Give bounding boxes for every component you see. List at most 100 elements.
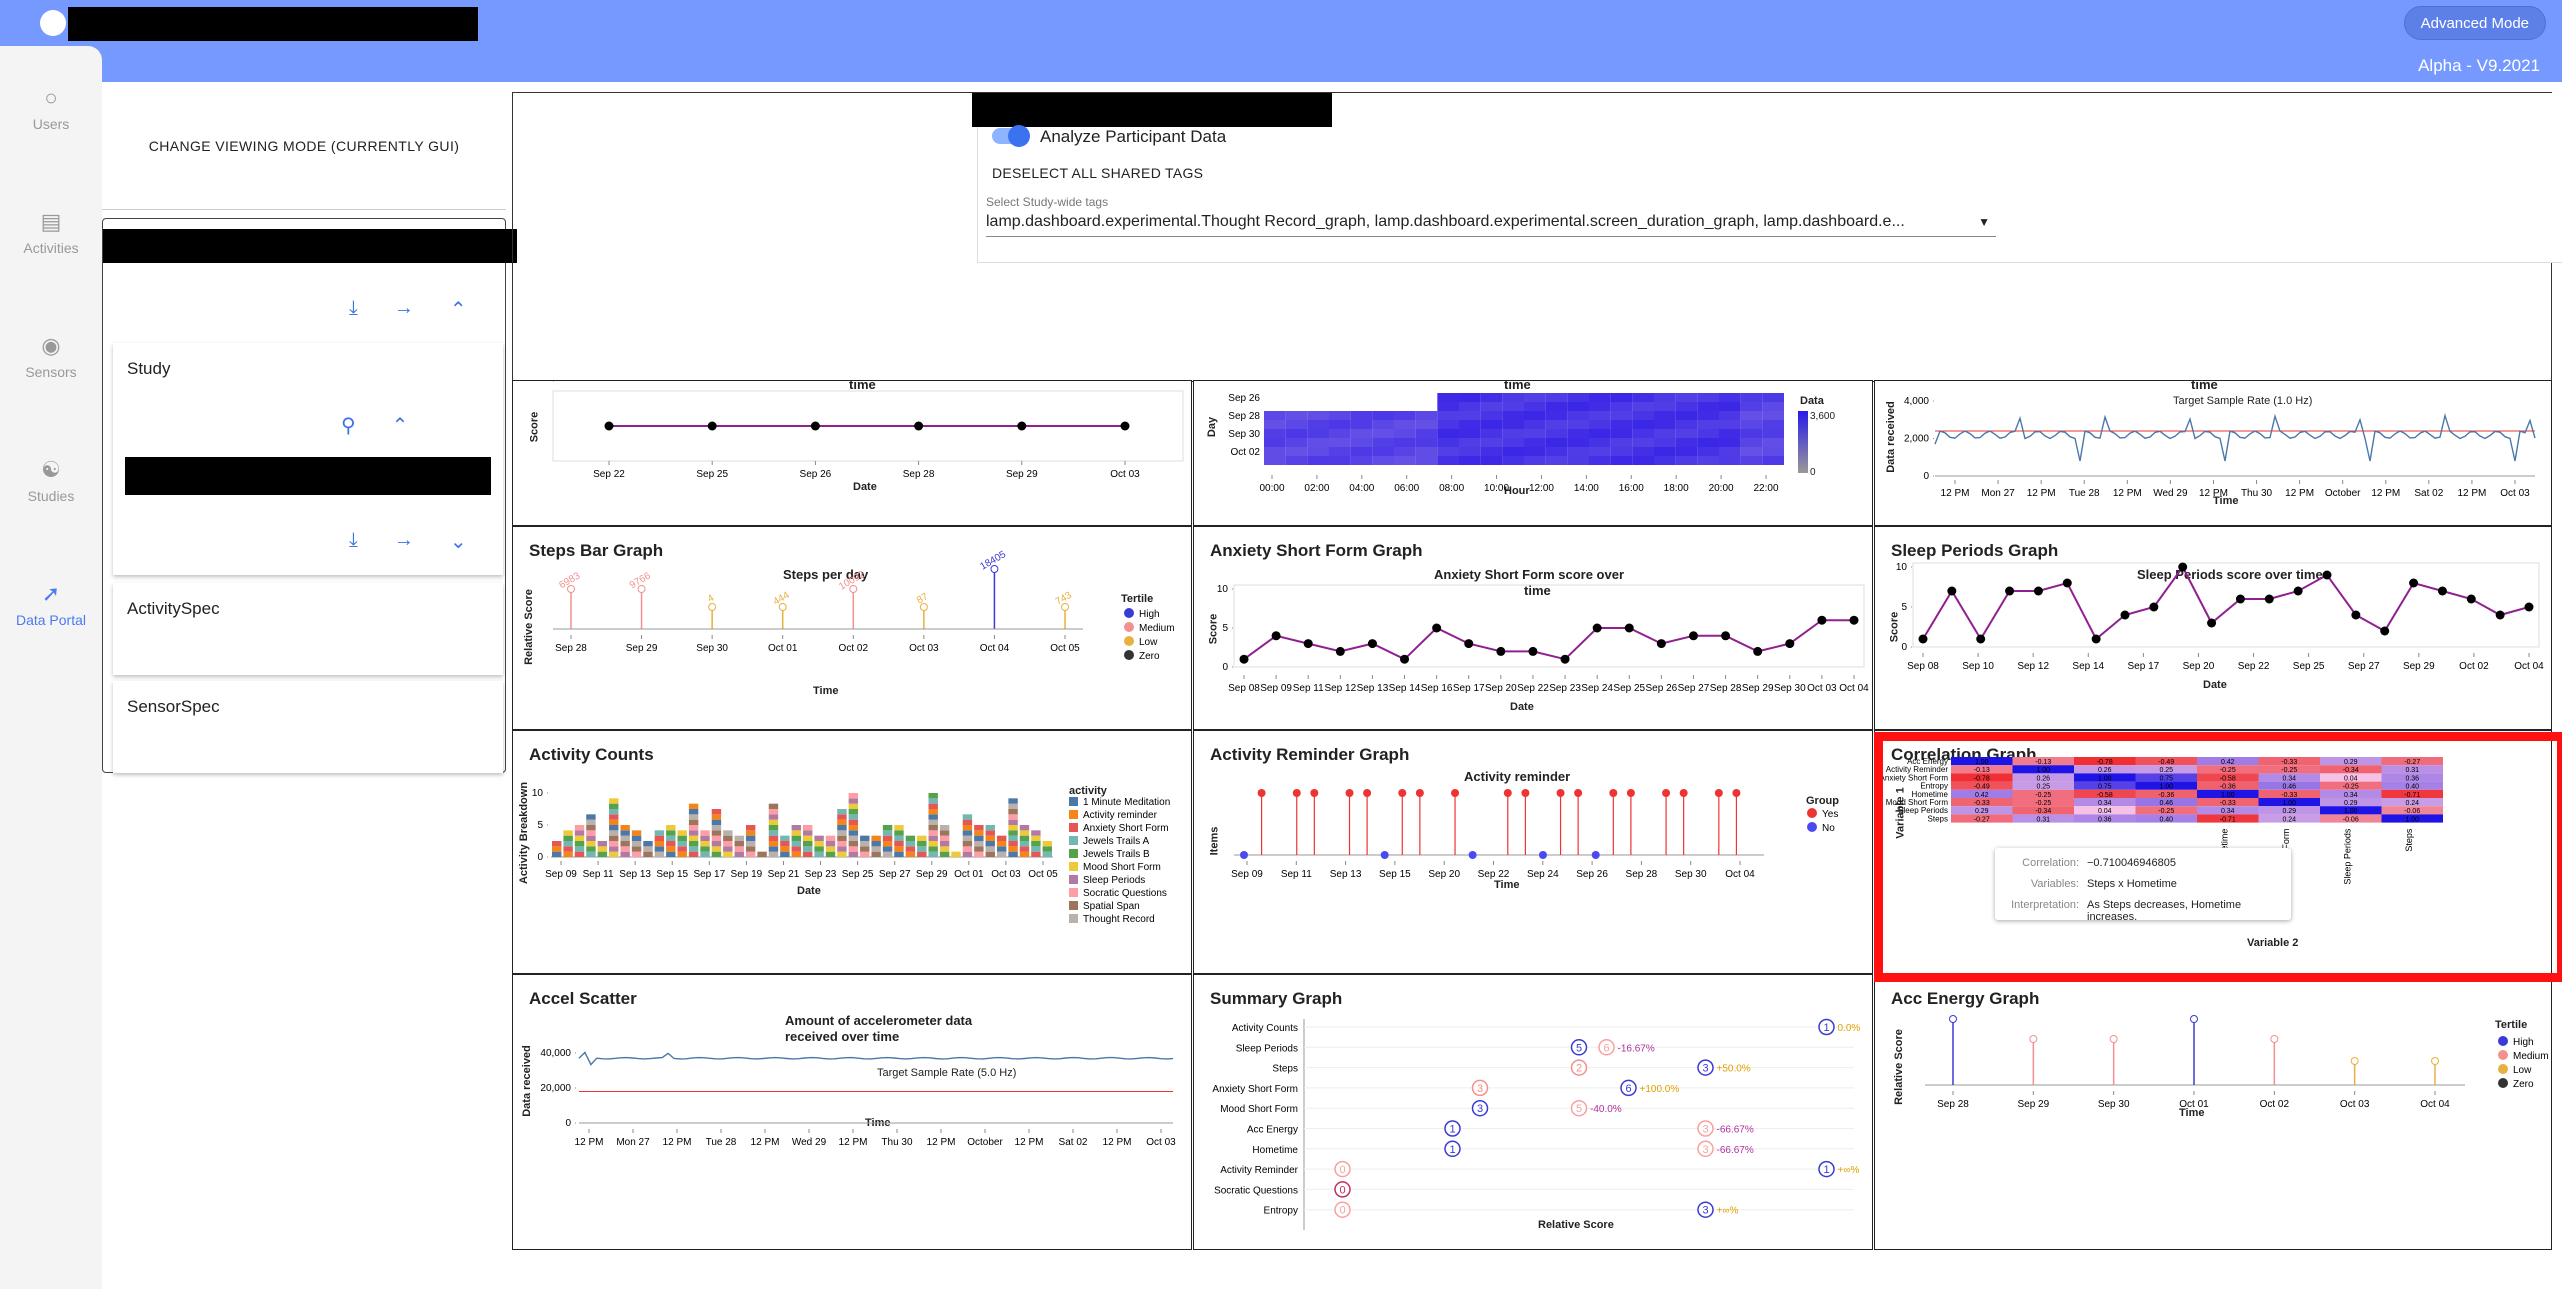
rail-item-activities[interactable]: ▤ Activities (0, 209, 102, 257)
heatmap-cell (1502, 456, 1524, 465)
percent-change: -40.0% (1590, 1104, 1622, 1115)
cell-label: -0.36 (2220, 784, 2236, 791)
x-tick-label: Sep 27 (879, 869, 911, 880)
clipboard-icon: ▤ (40, 209, 62, 234)
analyze-toggle[interactable] (992, 125, 1030, 147)
arrow-right-icon[interactable]: → (393, 529, 414, 551)
heatmap-cell (2197, 789, 2259, 798)
stacked-bar-segment (939, 851, 950, 857)
chevron-up-icon[interactable]: ⌃ (449, 299, 467, 321)
heatmap-cell (1589, 447, 1611, 456)
stacked-bar-segment (928, 814, 938, 820)
stacked-bar-segment (894, 851, 904, 857)
stacked-bar-segment (814, 835, 824, 841)
summary-dot-chart: Activity Counts 1 0.0% Sleep Periods 5 6 -16.6… (1212, 1018, 1860, 1230)
stacked-bar-segment (552, 846, 562, 852)
heatmap-cell (2135, 806, 2197, 815)
rail-item-studies[interactable]: ☯ Studies (0, 458, 102, 505)
heatmap-cell (1545, 429, 1568, 438)
x-tick-label: 20:00 (1709, 483, 1734, 494)
heatmap-cell (1675, 402, 1698, 411)
x-tick-label: 22:00 (1753, 483, 1778, 494)
stacked-bar-segment (666, 841, 676, 847)
heatmap-cell (1350, 438, 1373, 447)
stacked-bar-segment (985, 825, 995, 831)
x-tick-label: 12:00 (1529, 483, 1554, 494)
heatmap-cell (1762, 429, 1784, 438)
download-icon[interactable]: ⤓ (349, 297, 358, 319)
heatmap-cell (1654, 456, 1676, 465)
stacked-bar-segment (848, 846, 859, 852)
stacked-bar-segment (700, 841, 710, 847)
cell-label: -0.49 (1974, 784, 1990, 791)
heatmap-cell (1610, 393, 1633, 402)
stacked-bar-segment (1008, 825, 1018, 831)
rail-item-data-portal[interactable]: ➚ Data Portal (0, 582, 102, 629)
summary-marker (1598, 1039, 1615, 1056)
stacked-bar-segment (1042, 851, 1052, 857)
stacked-bar-segment (939, 846, 950, 852)
chevron-up-icon[interactable]: ⌃ (391, 415, 409, 437)
stacked-bar-segment (745, 825, 756, 831)
advanced-mode-button[interactable]: Advanced Mode (2403, 6, 2546, 40)
heatmap-cell (2135, 789, 2197, 798)
lollipop-head (567, 585, 575, 593)
stacked-bar-segment (711, 830, 722, 836)
search-icon[interactable]: ⚲ (341, 415, 356, 437)
lollipop-head-yes (1345, 789, 1354, 797)
activityspec-card[interactable]: ActivitySpec (113, 583, 503, 675)
x-tick-label: Sep 11 (583, 869, 614, 880)
summary-marker (1697, 1201, 1714, 1218)
download-icon[interactable]: ⤓ (349, 529, 358, 551)
accel-line-chart: 0 20,000 40,000 12 PM Mon 27 12 PM Tue 28 12 PM… (540, 1048, 1176, 1148)
stacked-bar-segment (688, 825, 699, 831)
x-tick-label: Sep 25 (1613, 683, 1645, 694)
heatmap-cell (2197, 765, 2259, 774)
tooltip-value: −0.710046946805 (2087, 857, 2177, 869)
stacked-bar-segment (939, 830, 950, 836)
cell-label: 0.36 (2405, 775, 2419, 782)
stacked-bar-segment (837, 819, 847, 825)
stacked-bar-segment (631, 835, 642, 841)
change-viewing-mode-button[interactable]: CHANGE VIEWING MODE (CURRENTLY GUI) (102, 82, 506, 210)
cell-label: 1.00 (1975, 759, 1989, 766)
heatmap-cell (1437, 429, 1459, 438)
cell-label: -0.27 (2404, 759, 2420, 766)
x-tick-label: Thu 30 (2241, 488, 2273, 499)
stacked-bar-segment (574, 841, 585, 847)
rail-label: Data Portal (15, 612, 87, 628)
sensorspec-card[interactable]: SensorSpec (113, 681, 503, 773)
stacked-bar-segment (723, 830, 733, 836)
stacked-bar-segment (609, 803, 619, 809)
stacked-bar-segment (1019, 846, 1030, 852)
tags-select[interactable]: lamp.dashboard.experimental.Thought Reco… (986, 213, 1996, 237)
stacked-bar-segment (1008, 835, 1018, 841)
legend-title: activity (1069, 785, 1107, 797)
rail-item-users[interactable]: ○ Users (0, 86, 102, 133)
heatmap-cell (1567, 456, 1589, 465)
account-icon[interactable] (40, 10, 66, 36)
heatmap-cell (1654, 447, 1676, 456)
data-point (1918, 634, 1928, 644)
chart-title: Anxiety Short Form score over (1434, 567, 1624, 582)
deselect-tags-button[interactable]: DESELECT ALL SHARED TAGS (992, 165, 1204, 181)
lollipop-head-yes (1556, 789, 1565, 797)
stacked-bar-segment (1019, 841, 1030, 847)
heatmap-cell (1329, 456, 1351, 465)
y-tick-label: Hometime (1912, 790, 1949, 799)
stacked-bar-segment (597, 841, 608, 847)
legend-swatch (2498, 1050, 2508, 1060)
y-tick-label: 0 (543, 381, 549, 384)
heatmap-cell (1524, 429, 1546, 438)
y-tick-label: Sep 30 (1228, 429, 1260, 440)
summary-marker-label: 0 (1339, 1205, 1345, 1217)
arrow-right-icon[interactable]: → (393, 297, 414, 319)
legend-label: Low (1139, 637, 1158, 648)
chevron-down-icon[interactable]: ⌄ (449, 531, 467, 553)
summary-marker-label: 2 (1576, 1063, 1582, 1075)
rail-item-sensors[interactable]: ◉ Sensors (0, 334, 102, 381)
heatmap-cell (1740, 402, 1763, 411)
heatmap-cell (1567, 420, 1589, 429)
panel-title: Anxiety Short Form Graph (1210, 541, 1423, 560)
